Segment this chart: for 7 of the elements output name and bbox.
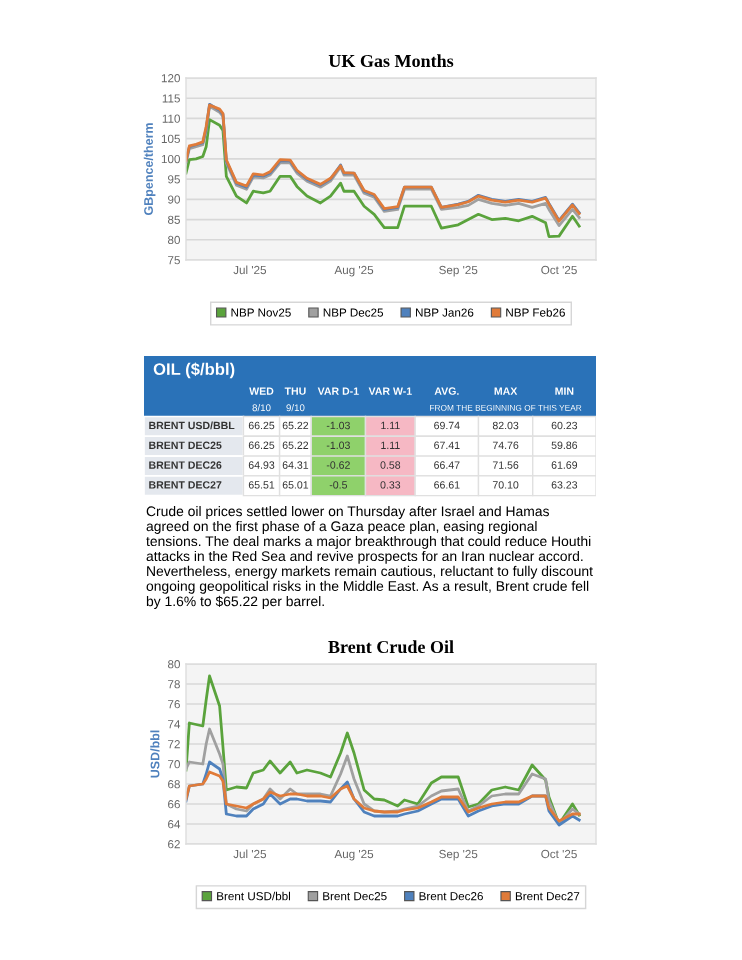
chart-title: Brent Crude Oil (328, 640, 454, 654)
chart-title: UK Gas Months (328, 54, 454, 68)
line-series (186, 770, 581, 823)
line-series (186, 118, 581, 238)
line-series (186, 760, 581, 827)
text: OIL ($/bbl) (153, 362, 235, 379)
line-series (186, 727, 581, 826)
